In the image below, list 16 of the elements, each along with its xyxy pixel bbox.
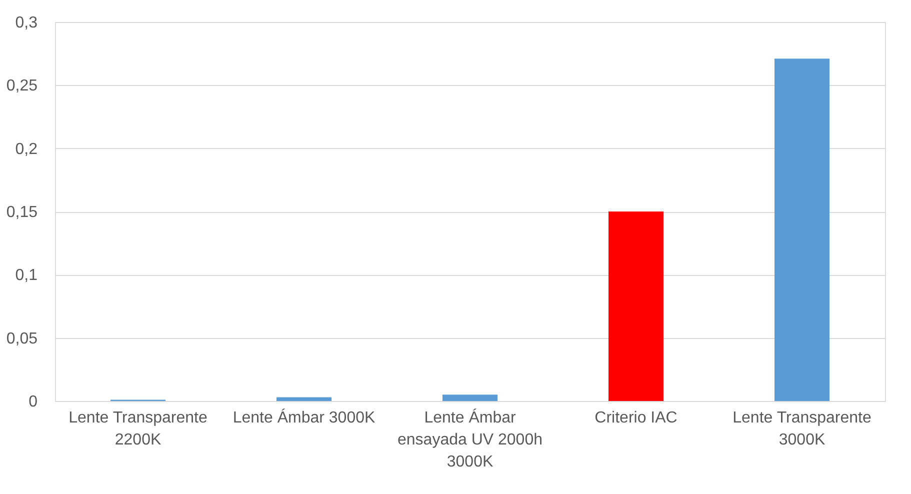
bar: [276, 397, 332, 401]
bar: [774, 58, 830, 401]
x-tick-label: Lente Transparente 3000K: [732, 410, 872, 448]
x-tick-label: Lente Transparente 2200K: [68, 410, 208, 448]
y-tick-label: 0,1: [15, 267, 38, 284]
y-tick-label: 0,3: [15, 14, 38, 32]
x-tick-label: Lente Ámbar ensayada UV 2000h 3000K: [398, 408, 542, 470]
bar: [442, 394, 498, 401]
y-tick-label: 0,05: [6, 330, 38, 348]
x-tick-label: Lente Ámbar 3000K: [232, 408, 376, 426]
y-tick-label: 0,25: [6, 78, 38, 95]
bar: [608, 212, 664, 401]
y-tick-label: 0,15: [6, 204, 38, 221]
y-tick-label: 0,2: [15, 140, 38, 158]
x-tick-label: Criterio IAC: [594, 410, 678, 426]
y-tick-label: 0: [28, 394, 38, 410]
